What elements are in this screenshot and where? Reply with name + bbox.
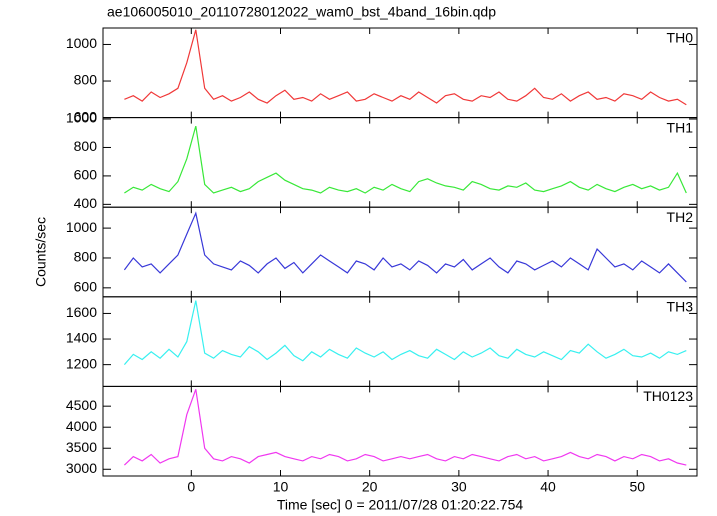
y-tick-label: 1000 — [66, 219, 97, 235]
y-tick-label: 3500 — [66, 439, 97, 455]
y-tick-label: 800 — [74, 138, 98, 154]
y-tick-label: 4000 — [66, 418, 97, 434]
panel-frame — [102, 296, 698, 387]
y-tick-label: 800 — [74, 249, 98, 265]
chart-title: ae106005010_20110728012022_wam0_bst_4ban… — [107, 4, 496, 20]
y-tick-label: 1000 — [66, 110, 97, 126]
y-tick-label: 1600 — [66, 304, 97, 320]
data-line — [124, 125, 687, 194]
y-tick-label: 600 — [74, 279, 98, 295]
x-tick-label: 40 — [540, 479, 556, 495]
y-tick-label: 600 — [74, 167, 98, 183]
y-tick-label: 4500 — [66, 397, 97, 413]
y-axis-label: Counts/sec — [33, 217, 49, 287]
data-line — [124, 29, 687, 106]
y-tick-label: 3000 — [66, 460, 97, 476]
panel-label: TH2 — [667, 209, 694, 225]
y-tick-label: 400 — [74, 195, 98, 211]
data-line — [123, 211, 687, 283]
y-tick-label: 800 — [74, 72, 98, 88]
x-tick-label: 50 — [629, 479, 645, 495]
y-tick-label: 1000 — [66, 35, 97, 51]
x-tick-label: 10 — [273, 479, 289, 495]
x-tick-label: 30 — [451, 479, 467, 495]
x-axis-label: Time [sec] 0 = 2011/07/28 01:20:22.754 — [277, 497, 524, 513]
y-tick-label: 600 — [74, 108, 98, 124]
panel-frame — [102, 117, 698, 208]
y-tick-label: 1200 — [66, 355, 97, 371]
data-line — [123, 300, 687, 365]
panel-label: TH1 — [667, 119, 694, 135]
panel-label: TH0123 — [643, 388, 693, 404]
data-line — [123, 389, 687, 466]
x-tick-label: 0 — [187, 479, 195, 495]
panel-label: TH3 — [667, 299, 694, 315]
x-tick-label: 20 — [362, 479, 378, 495]
panel-frame — [102, 385, 698, 477]
y-tick-label: 1400 — [66, 330, 97, 346]
panel-label: TH0 — [667, 30, 694, 46]
